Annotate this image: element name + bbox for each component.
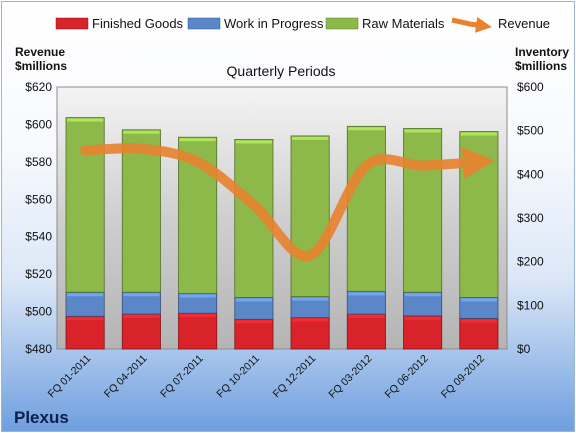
bars	[65, 117, 499, 350]
x-tick-label: FQ 09-2012	[439, 353, 487, 401]
bar-highlight	[123, 293, 160, 297]
left-tick-label: $540	[25, 230, 52, 244]
bar-highlight	[67, 317, 104, 321]
right-tick-label: $200	[517, 255, 544, 269]
x-tick-label: FQ 04-2011	[102, 353, 150, 401]
legend-swatch-finished-goods	[55, 17, 89, 30]
bar-highlight	[292, 136, 329, 140]
legend-label-raw-materials: Raw Materials	[362, 16, 445, 31]
legend-swatch-raw-materials	[325, 17, 359, 30]
right-tick-label: $0	[517, 342, 531, 356]
bar-highlight	[179, 294, 216, 298]
right-axis-title-line1: Inventory	[515, 45, 569, 59]
bar-highlight	[292, 297, 329, 301]
legend-label-finished-goods: Finished Goods	[92, 16, 184, 31]
x-tick-label: FQ 03-2012	[326, 353, 374, 401]
legend-swatch-work-in-progress	[187, 17, 221, 30]
bar-highlight	[179, 314, 216, 318]
bar-raw-materials	[121, 129, 161, 293]
bar-highlight	[348, 315, 385, 319]
right-axis-title-line2: $millions	[515, 59, 567, 73]
revenue-line-group	[80, 143, 495, 262]
left-tick-label: $500	[25, 305, 52, 319]
left-tick-label: $560	[25, 192, 52, 206]
bar-highlight	[179, 138, 216, 142]
bar-raw-materials	[346, 125, 386, 292]
bar-finished-goods	[290, 317, 330, 350]
bar-finished-goods	[459, 318, 499, 350]
bar-finished-goods	[403, 315, 443, 350]
bar-highlight	[460, 298, 497, 302]
bar-highlight	[404, 316, 441, 320]
bar-raw-materials	[290, 135, 330, 297]
bar-highlight	[460, 132, 497, 136]
bar-highlight	[348, 127, 385, 131]
legend-swatch-revenue	[451, 16, 492, 33]
bar-highlight	[123, 130, 160, 134]
bar-highlight	[348, 292, 385, 296]
bar-highlight	[404, 129, 441, 133]
bar-raw-materials	[403, 128, 443, 293]
right-tick-label: $100	[517, 298, 544, 312]
left-tick-label: $580	[25, 155, 52, 169]
bar-highlight	[123, 315, 160, 319]
left-tick-label: $520	[25, 267, 52, 281]
bar-finished-goods	[121, 313, 161, 350]
x-tick-label: FQ 07-2011	[158, 353, 206, 401]
bar-finished-goods	[178, 312, 218, 350]
x-tick-label: FQ 06-2012	[383, 353, 431, 401]
x-tick-label: FQ 01-2011	[46, 353, 94, 401]
revenue-line	[80, 143, 495, 262]
right-axis-ticks: $600 $500 $400 $300 $200 $100 $0	[517, 80, 544, 356]
x-axis-ticks: FQ 01-2011 FQ 04-2011 FQ 07-2011 FQ 10-2011…	[46, 353, 487, 401]
right-tick-label: $400	[517, 167, 544, 181]
right-tick-label: $300	[517, 211, 544, 225]
x-tick-label: FQ 10-2011	[214, 353, 262, 401]
left-tick-label: $620	[25, 80, 52, 94]
legend-label-work-in-progress: Work in Progress	[224, 16, 324, 31]
right-tick-label: $500	[517, 124, 544, 138]
left-tick-label: $480	[25, 342, 52, 356]
bar-finished-goods	[65, 315, 105, 350]
bar-raw-materials	[65, 117, 105, 293]
legend-label-revenue: Revenue	[498, 16, 550, 31]
bar-highlight	[235, 320, 272, 324]
company-name: Plexus	[14, 408, 69, 427]
left-tick-label: $600	[25, 117, 52, 131]
legend: Finished Goods Work in Progress Raw Mate…	[55, 16, 550, 33]
bar-finished-goods	[234, 318, 274, 350]
right-tick-label: $600	[517, 80, 544, 94]
bar-highlight	[67, 293, 104, 297]
bar-highlight	[460, 319, 497, 323]
left-axis-title-line2: $millions	[15, 59, 67, 73]
bar-highlight	[235, 140, 272, 144]
bar-highlight	[404, 293, 441, 297]
bar-highlight	[67, 118, 104, 122]
bar-finished-goods	[346, 313, 386, 350]
chart-title: Quarterly Periods	[227, 63, 336, 79]
bar-raw-materials	[459, 131, 499, 298]
left-axis-title-line1: Revenue	[15, 45, 65, 59]
x-tick-label: FQ 12-2011	[271, 353, 319, 401]
bar-highlight	[292, 318, 329, 322]
left-axis-ticks: $620 $600 $580 $560 $540 $520 $500 $480	[25, 80, 52, 356]
bar-highlight	[235, 298, 272, 302]
